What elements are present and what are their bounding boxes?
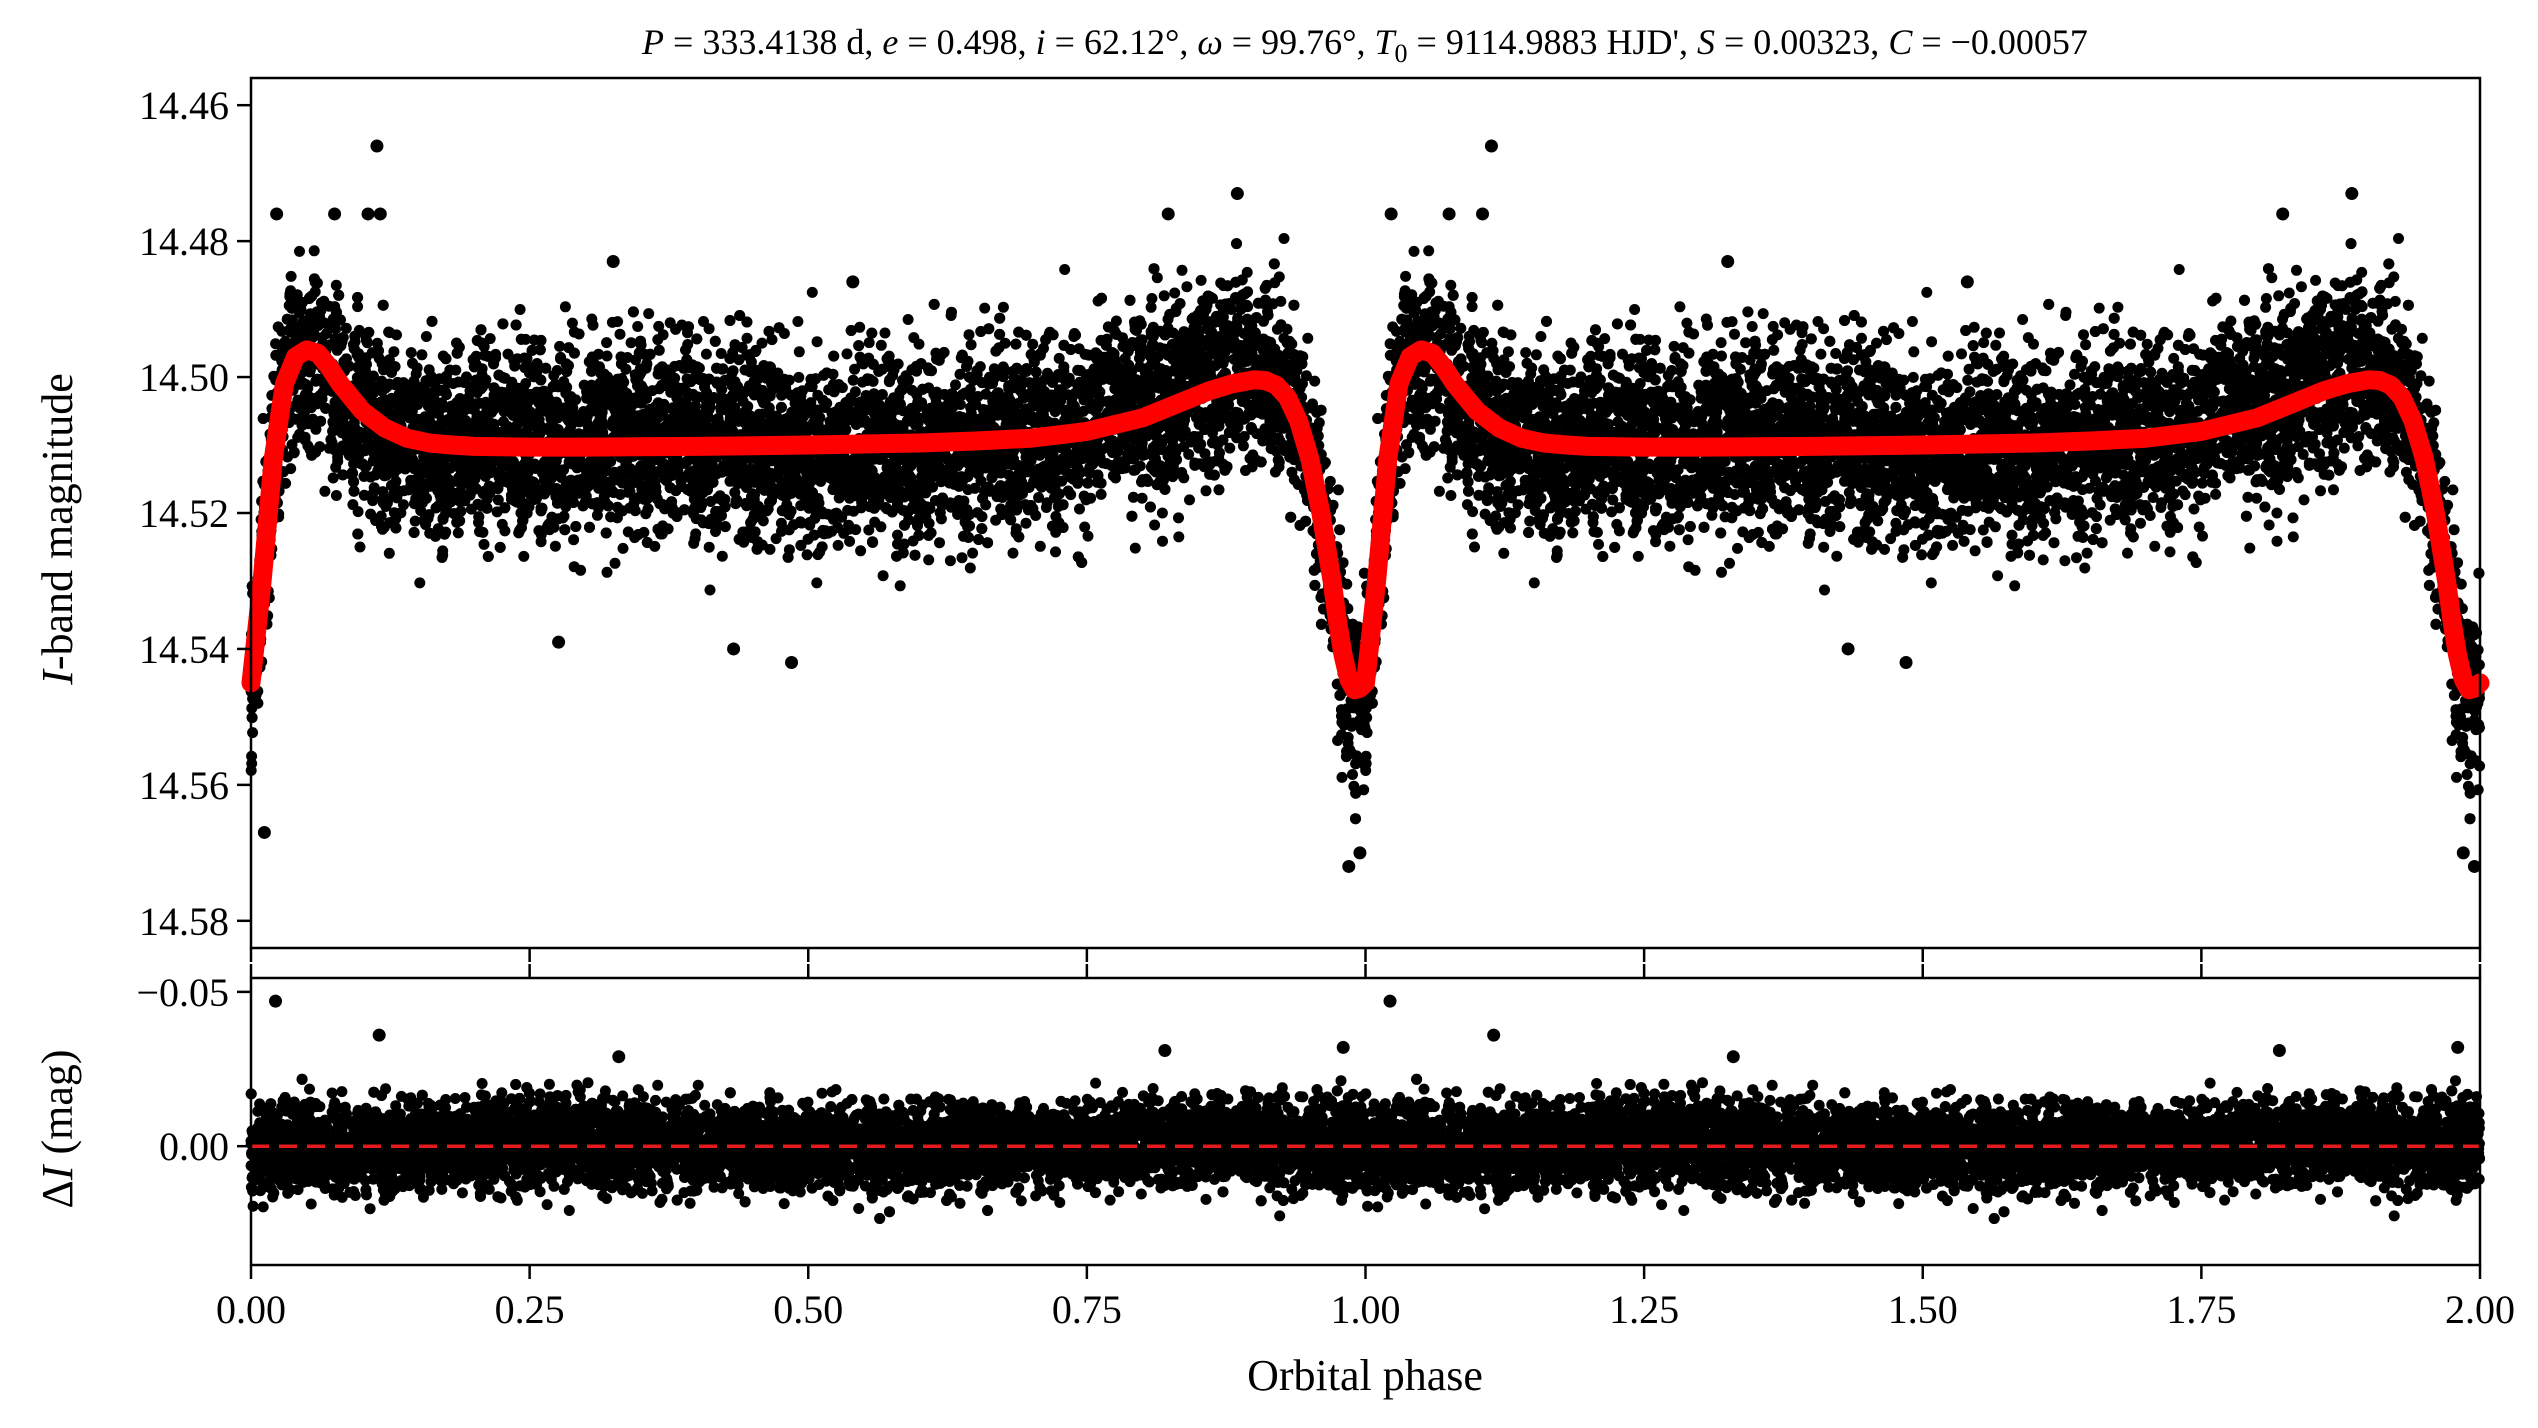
observation-point xyxy=(285,270,297,282)
observation-points xyxy=(245,139,2486,873)
observation-point xyxy=(625,337,637,349)
observation-point xyxy=(902,314,914,325)
title-C-symbol: C xyxy=(1888,22,1913,62)
observation-point xyxy=(2271,507,2283,519)
observation-point xyxy=(979,302,991,314)
observation-point xyxy=(2017,314,2029,325)
observation-point xyxy=(2093,302,2105,314)
title-S-symbol: S xyxy=(1697,22,1715,62)
observation-point xyxy=(727,365,739,377)
observation-point xyxy=(2173,264,2185,275)
observation-point xyxy=(934,537,945,549)
observation-point xyxy=(330,279,342,291)
title-omega-symbol: ω xyxy=(1197,22,1222,62)
title-T-subscript: 0 xyxy=(1395,39,1408,68)
observation-point xyxy=(700,348,712,360)
observation-point xyxy=(609,557,621,569)
observation-point xyxy=(811,577,823,589)
observation-point xyxy=(1819,584,1830,596)
observation-point xyxy=(1136,492,1148,504)
observation-point xyxy=(1007,547,1019,559)
observation-point xyxy=(2287,512,2299,524)
observation-point xyxy=(2059,555,2071,567)
observation-point xyxy=(1156,507,1168,519)
observation-point xyxy=(2122,547,2133,559)
observation-point xyxy=(704,584,716,596)
observation-point xyxy=(1059,264,1071,275)
observation-point xyxy=(2416,332,2428,344)
observation-point xyxy=(1842,365,1854,377)
observation-point xyxy=(518,550,530,562)
observation-point xyxy=(1400,270,1412,282)
observation-point xyxy=(614,328,626,340)
observation-point xyxy=(945,310,957,321)
observation-point xyxy=(1169,287,1181,299)
observation-point xyxy=(586,313,598,325)
observation-point xyxy=(847,374,859,386)
observation-point xyxy=(997,301,1009,313)
title-e-symbol: e xyxy=(882,22,898,62)
title-i-symbol: i xyxy=(1036,22,1046,62)
observation-point xyxy=(1157,535,1168,547)
observation-point xyxy=(2112,301,2124,313)
title-i-value: = 62.12°, xyxy=(1046,22,1198,62)
title-T-symbol: T xyxy=(1375,22,1398,62)
observation-point xyxy=(1445,279,1457,291)
title-omega-value: = 99.76°, xyxy=(1223,22,1375,62)
observation-point xyxy=(2283,287,2295,299)
observation-point xyxy=(1925,577,1937,589)
observation-point xyxy=(1173,512,1184,524)
observation-point xyxy=(2060,310,2072,321)
chart-title: P = 333.4138 d, e = 0.498, i = 62.12°, ω… xyxy=(641,22,2088,68)
observation-point xyxy=(1906,316,1918,327)
title-S-value: = 0.00323, xyxy=(1715,22,1888,62)
observation-point xyxy=(1740,337,1752,349)
observation-point xyxy=(2271,535,2283,547)
observation-point xyxy=(1095,488,1107,500)
observation-point xyxy=(944,555,956,567)
title-e-value: = 0.498, xyxy=(898,22,1035,62)
observation-point xyxy=(2048,537,2060,549)
title-C-value: = −0.00057 xyxy=(1912,22,2088,62)
observation-point xyxy=(792,316,804,327)
title-P-symbol: P xyxy=(641,22,664,62)
title-T-value: = 9114.9883 HJD', xyxy=(1408,22,1697,62)
observation-point xyxy=(1729,328,1740,340)
observation-point xyxy=(1302,332,1314,344)
observation-point xyxy=(2251,492,2263,504)
observation-point xyxy=(1724,557,1735,569)
observation-point xyxy=(1700,313,1712,325)
observation-point xyxy=(1962,374,1974,386)
observation-point xyxy=(1815,348,1827,360)
observation-point xyxy=(1632,550,1644,562)
title-P-value: = 333.4138 d, xyxy=(664,22,882,62)
observation-point xyxy=(2210,488,2222,500)
